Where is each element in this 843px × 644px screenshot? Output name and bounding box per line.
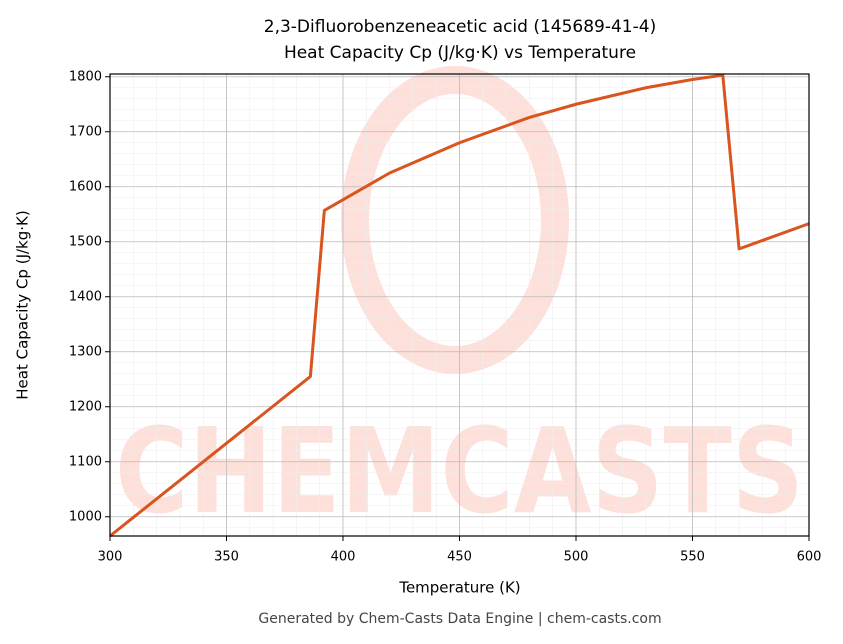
x-tick-label: 450 bbox=[447, 550, 472, 565]
y-tick-label: 1500 bbox=[69, 234, 102, 249]
x-tick-label: 400 bbox=[331, 550, 356, 565]
x-tick-label: 500 bbox=[564, 550, 589, 565]
y-tick-label: 1800 bbox=[69, 69, 102, 84]
footer: Generated by Chem-Casts Data Engine | ch… bbox=[258, 611, 661, 627]
y-tick-label: 1700 bbox=[69, 124, 102, 139]
y-tick-label: 1100 bbox=[69, 454, 102, 469]
chart-title: 2,3-Difluorobenzeneacetic acid (145689-4… bbox=[264, 17, 656, 37]
chart-subtitle: Heat Capacity Cp (J/kg·K) vs Temperature bbox=[284, 43, 636, 63]
x-tick-label: 350 bbox=[214, 550, 239, 565]
y-tick-label: 1600 bbox=[69, 179, 102, 194]
y-tick-label: 1000 bbox=[69, 509, 102, 524]
plot-frame bbox=[109, 73, 810, 537]
x-axis-label: Temperature (K) bbox=[398, 579, 520, 597]
y-tick-label: 1400 bbox=[69, 289, 102, 304]
x-tick-label: 550 bbox=[680, 550, 705, 565]
x-tick-label: 300 bbox=[98, 550, 123, 565]
y-tick-label: 1300 bbox=[69, 344, 102, 359]
x-tick-label: 600 bbox=[797, 550, 822, 565]
y-tick-label: 1200 bbox=[69, 399, 102, 414]
y-axis-label: Heat Capacity Cp (J/kg·K) bbox=[14, 210, 32, 399]
data-line bbox=[109, 73, 810, 538]
